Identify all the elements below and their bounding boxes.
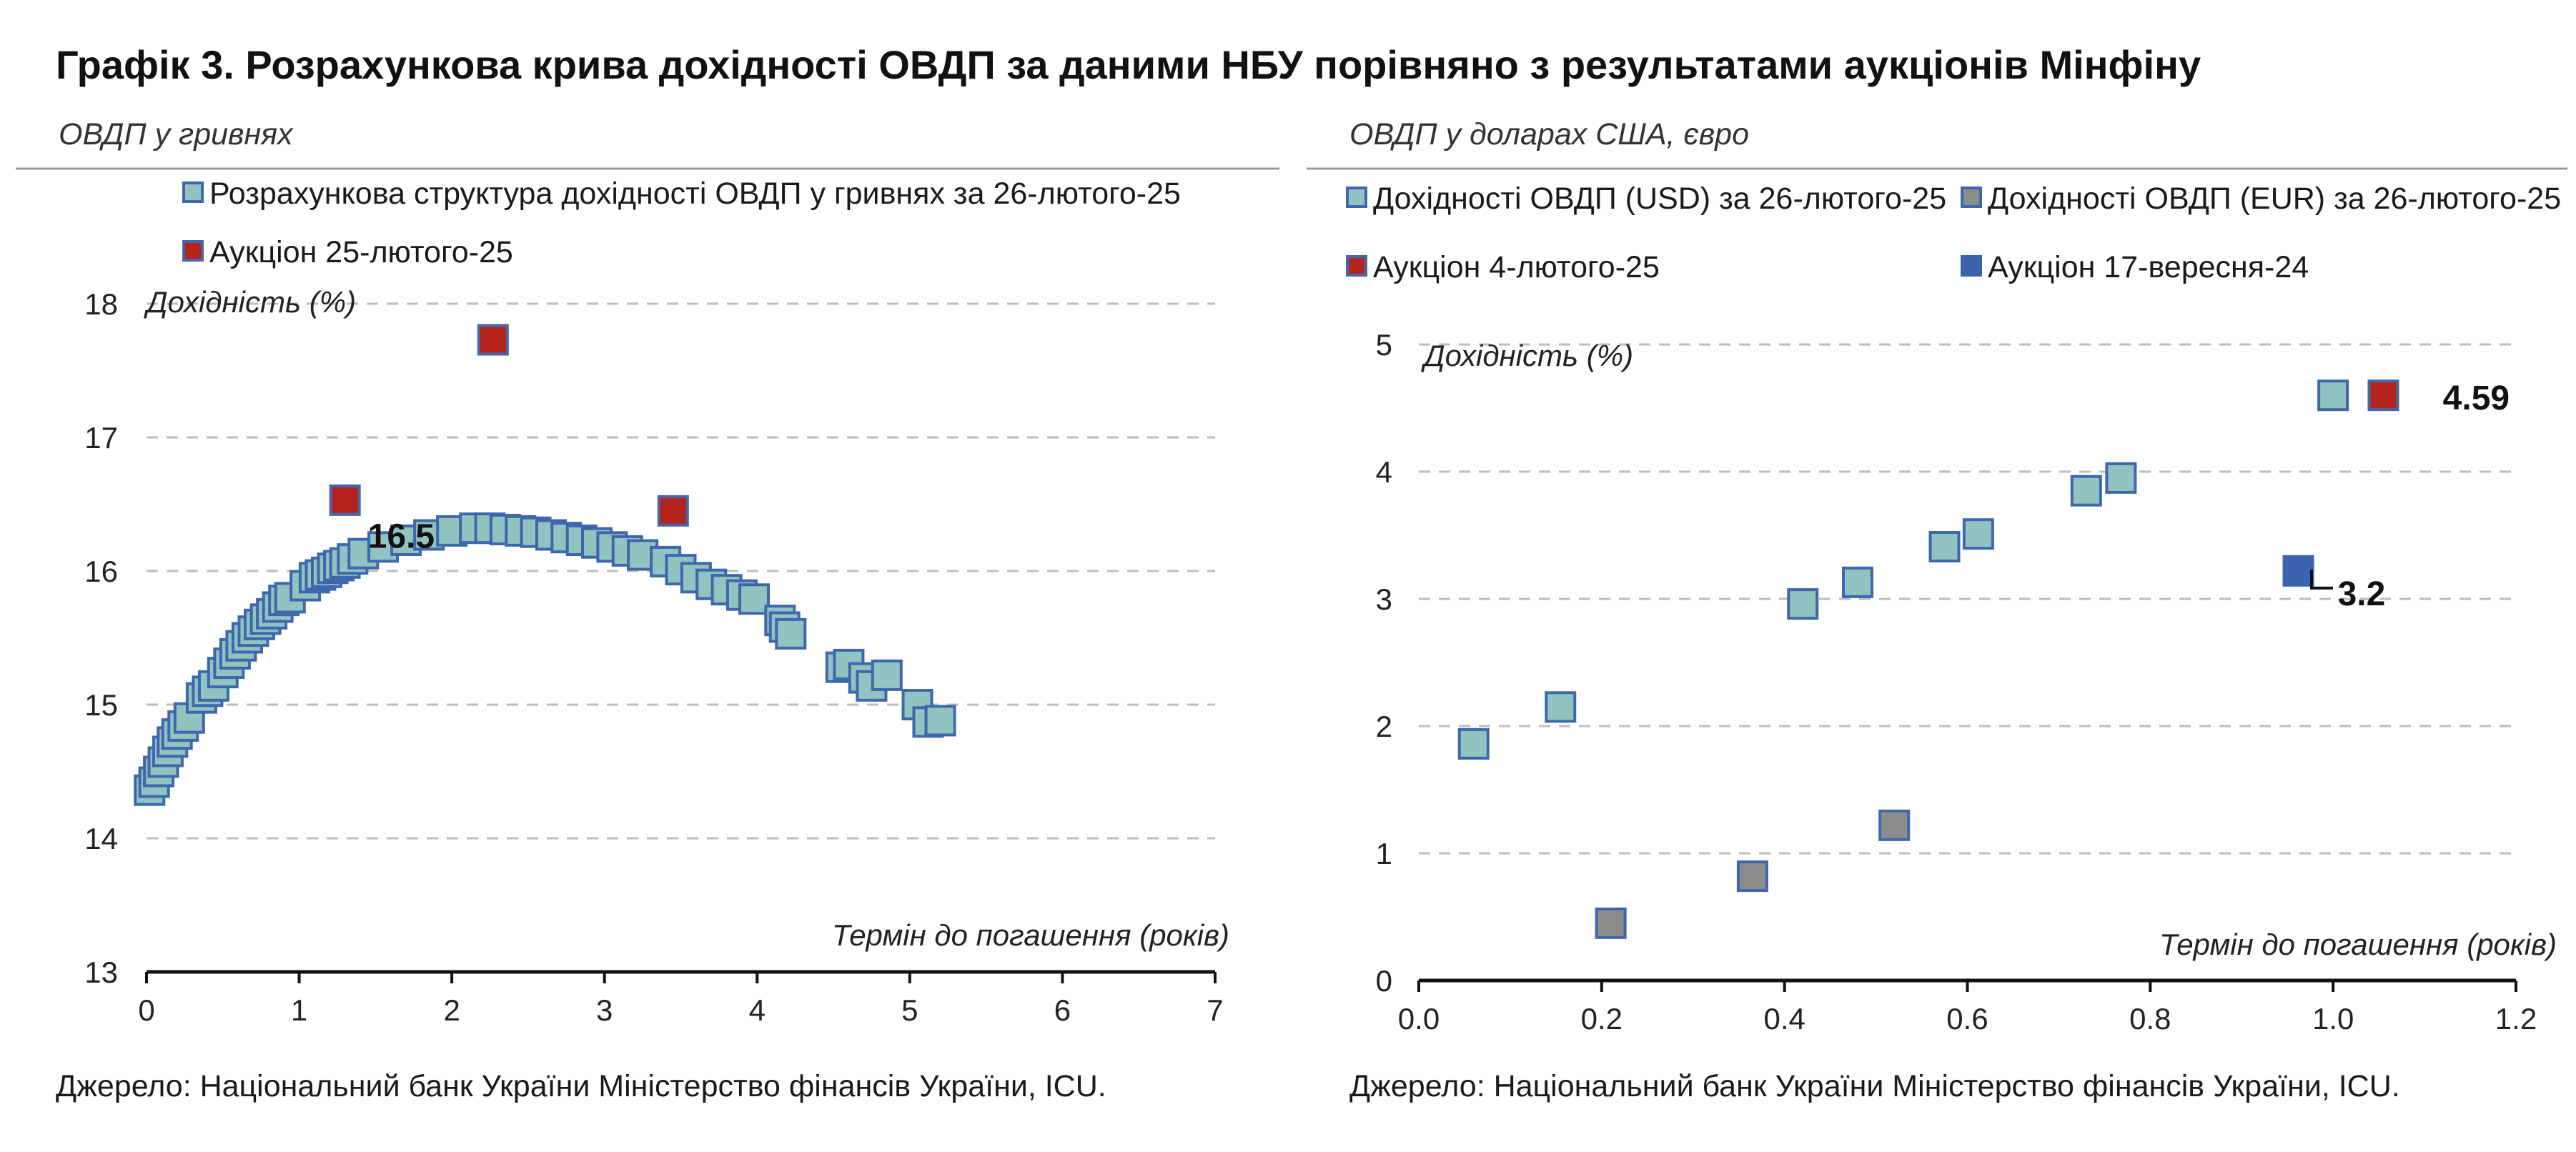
y-tick-label: 3 [1376,582,1392,616]
x-tick-label: 1 [291,993,307,1027]
right-panel: ОВДП у доларах США, євро Дохідності ОВДП… [1307,117,2567,1103]
x-tick-label: 5 [901,993,918,1027]
left-chart: 13 14 15 16 17 18 0 1 2 3 4 5 6 7 Дохідність (%) Термін… [84,285,1229,1027]
data-point [738,583,771,615]
data-point [1787,588,1819,620]
series-gray [1595,809,1911,939]
right-legend: Дохідності ОВДП (USD) за 26-лютого-25 Дох… [1346,182,2561,284]
y-tick-label: 13 [84,955,118,989]
data-point [1842,566,1873,598]
label-leader-line [2309,569,2333,590]
y-axis-label: Дохідність (%) [1421,339,1633,372]
legend-label: Аукціон 17-вересня-24 [1988,250,2309,284]
right-source-note: Джерело: Національний банк України Мініс… [1349,1069,2400,1103]
x-axis-label: Термін до погашення (років) [2159,928,2557,961]
series-blue [2282,555,2314,587]
data-point [2070,475,2102,507]
legend-label: Аукціон 25-лютого-25 [209,235,513,269]
x-tick-label: 1.2 [2495,1002,2537,1036]
data-point [1545,691,1577,723]
y-tick-label: 18 [84,287,118,321]
data-point [1457,728,1490,760]
legend-swatch [1346,187,1367,208]
y-tick-label: 0 [1376,964,1392,998]
x-tick-label: 1.0 [2312,1002,2354,1036]
x-tick-label: 0 [138,993,154,1027]
data-point [775,617,807,650]
legend-label: Розрахункова структура дохідності ОВДП у… [209,177,1181,211]
left-panel-subtitle: ОВДП у гривнях [59,117,294,152]
y-tick-label: 15 [84,688,118,722]
series-teal [1457,379,2349,760]
data-label: 3.2 [2338,575,2386,613]
y-axis-label: Дохідність (%) [144,285,356,319]
data-point [1595,907,1627,939]
figure-title: Графік 3. Розрахункова крива дохідності … [56,42,2201,87]
legend-label: Дохідності ОВДП (EUR) за 26-лютого-25 [1988,182,2561,216]
y-tick-label: 17 [84,421,118,455]
x-tick-label: 4 [749,993,766,1027]
data-point [2367,379,2399,412]
legend-label: Дохідності ОВДП (USD) за 26-лютого-25 [1373,182,1946,216]
series-red [2367,379,2399,412]
data-point [1962,518,1994,550]
legend-swatch [1346,255,1367,277]
left-panel: ОВДП у гривнях Розрахункова структура до… [16,117,1279,1103]
data-label: 16.5 [368,518,435,556]
data-point [871,659,903,691]
data-point [657,495,689,527]
x-tick-label: 0.4 [1763,1002,1805,1036]
series-teal [134,512,956,806]
data-point [1928,531,1961,563]
left-source-note: Джерело: Національний банк України Мініс… [56,1069,1106,1103]
x-tick-label: 7 [1207,993,1223,1027]
legend-swatch [1961,255,1982,277]
legend-label: Аукціон 4-лютого-25 [1373,250,1660,284]
x-tick-label: 0.2 [1581,1002,1623,1036]
x-tick-label: 0.6 [1946,1002,1988,1036]
data-point [329,484,361,516]
series-red [329,324,689,527]
x-tick-label: 3 [596,993,613,1027]
data-point [1736,860,1768,893]
data-point [2317,379,2349,412]
data-point [2105,462,2137,494]
data-point [477,324,509,356]
x-tick-label: 6 [1054,993,1071,1027]
data-point [924,705,956,737]
data-label: 4.59 [2443,379,2510,417]
x-axis-label: Термін до погашення (років) [832,918,1229,952]
data-point [2282,555,2314,587]
data-point [1878,809,1911,841]
right-chart: 0 1 2 3 4 5 0.0 0.2 0.4 0.6 0.8 1.0 1.2 Дохідність (%… [1376,328,2557,1036]
legend-swatch [1961,187,1982,208]
left-legend: Розрахункова структура дохідності ОВДП у… [182,177,1181,269]
y-tick-label: 5 [1376,328,1392,362]
legend-swatch [182,182,204,203]
y-tick-label: 16 [84,555,118,588]
legend-swatch [182,240,204,262]
x-tick-label: 2 [443,993,460,1027]
x-tick-label: 0.8 [2129,1002,2171,1036]
right-panel-subtitle: ОВДП у доларах США, євро [1349,117,1749,152]
y-tick-label: 4 [1376,455,1392,489]
x-tick-label: 0.0 [1398,1002,1440,1036]
y-tick-label: 2 [1376,710,1392,743]
y-tick-label: 14 [84,822,118,855]
y-tick-label: 1 [1376,837,1392,870]
